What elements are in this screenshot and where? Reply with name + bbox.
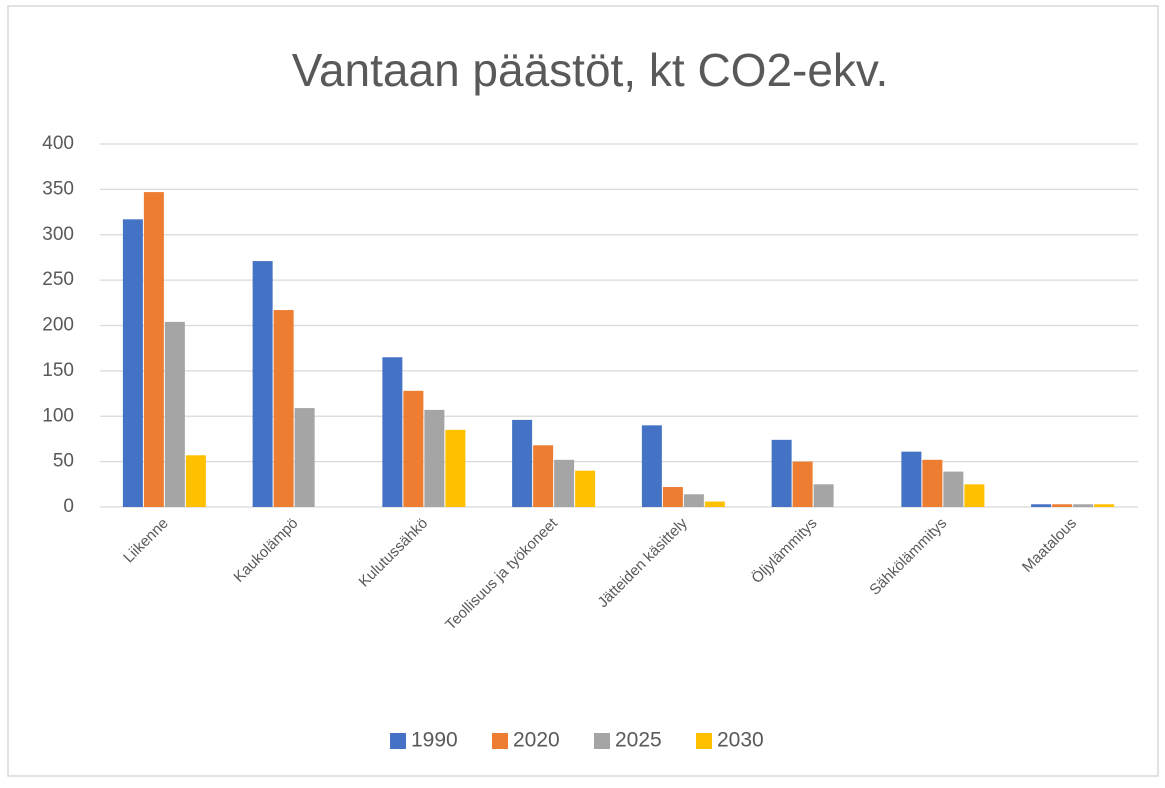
y-tick-label: 150 <box>42 360 74 381</box>
bar <box>964 484 985 507</box>
legend-label: 2030 <box>717 729 764 752</box>
legend-label: 2020 <box>513 729 560 752</box>
bar <box>445 429 466 507</box>
legend-swatch <box>696 733 712 749</box>
y-tick-label: 250 <box>42 269 74 290</box>
bar <box>403 390 424 507</box>
bar <box>533 445 554 507</box>
y-tick-label: 350 <box>42 178 74 199</box>
bar <box>1031 504 1052 507</box>
y-tick-label: 200 <box>42 315 74 336</box>
bar <box>1094 504 1115 507</box>
bar <box>122 219 143 507</box>
y-tick-label: 100 <box>42 405 74 426</box>
legend-swatch <box>594 733 610 749</box>
bar <box>424 409 445 507</box>
bar <box>575 470 596 507</box>
legend-swatch <box>492 733 508 749</box>
legend-label: 2025 <box>615 729 662 752</box>
bar <box>554 459 575 507</box>
bar <box>641 425 662 507</box>
bar <box>771 439 792 507</box>
bar <box>792 461 813 507</box>
bar <box>662 487 683 507</box>
y-tick-label: 300 <box>42 224 74 245</box>
bar <box>512 419 533 507</box>
chart-title: Vantaan päästöt, kt CO2-ekv. <box>292 44 889 96</box>
bar <box>1073 504 1094 507</box>
y-tick-label: 0 <box>63 496 74 517</box>
bar <box>273 310 294 507</box>
bar <box>164 321 185 507</box>
y-tick-label: 50 <box>53 451 74 472</box>
bar <box>813 484 834 507</box>
legend-label: 1990 <box>411 729 458 752</box>
bar <box>704 501 725 507</box>
bar <box>1052 504 1073 507</box>
bar <box>294 408 315 507</box>
chart-border <box>7 5 1159 777</box>
bar <box>683 494 704 507</box>
bar <box>143 192 164 507</box>
legend-swatch <box>390 733 406 749</box>
bar <box>922 459 943 507</box>
bar <box>943 471 964 507</box>
y-tick-label: 400 <box>42 133 74 154</box>
bar <box>382 357 403 507</box>
bar <box>901 451 922 507</box>
bar <box>185 455 206 507</box>
bar <box>252 261 273 507</box>
